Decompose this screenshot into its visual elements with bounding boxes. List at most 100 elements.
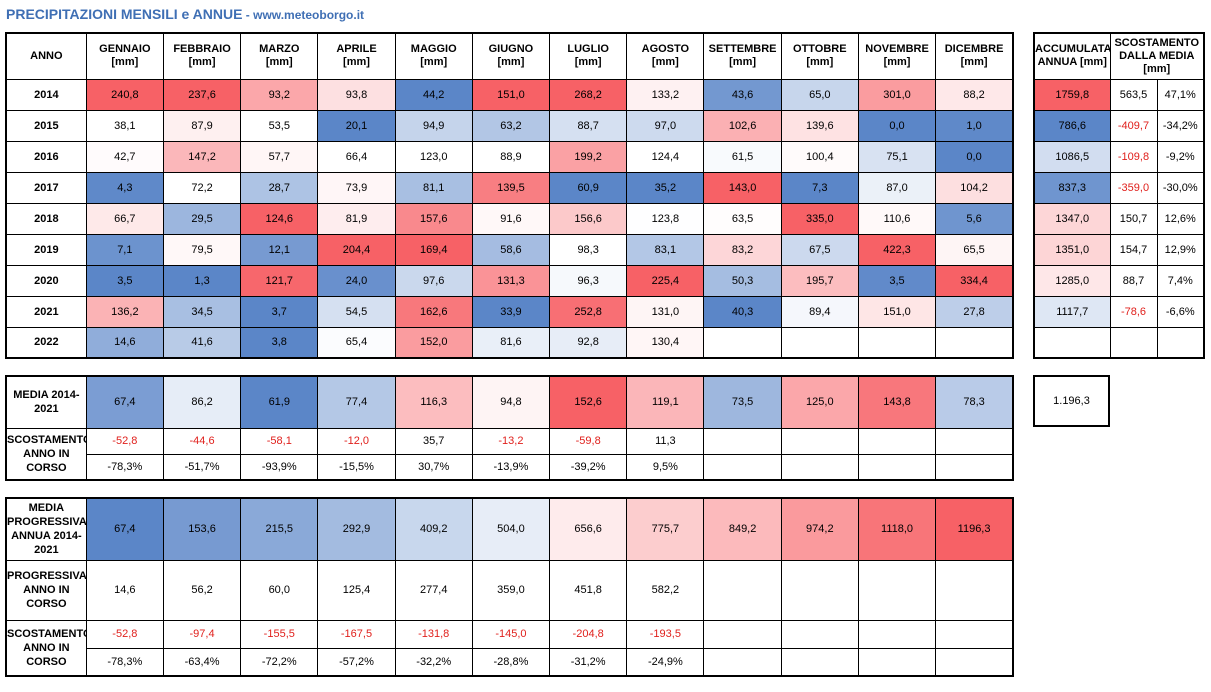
deviation-pct-cell: -24,9% <box>626 647 705 677</box>
table-cell: 130,4 <box>626 326 705 359</box>
table-cell: 104,2 <box>935 171 1014 204</box>
table-cell: 151,0 <box>471 78 551 111</box>
month-name: GENNAIO <box>99 43 151 56</box>
table-cell: 67,5 <box>780 233 859 266</box>
month-unit: [mm] <box>497 56 525 69</box>
progressive-mean-row: MEDIA PROGRESSIVA ANNUA 2014-2021 67,4 153… <box>5 497 1014 561</box>
month-unit: [mm] <box>960 56 988 69</box>
deviation-label: SCOSTAMENTO ANNO IN CORSO <box>5 619 87 677</box>
table-cell: 35,2 <box>626 171 705 204</box>
table-cell: 33,9 <box>471 295 551 328</box>
row-year: 2022 <box>5 326 87 359</box>
deviation-pct-cell: -32,2% <box>394 647 473 677</box>
deviation-cell: -52,8 <box>85 427 164 455</box>
table-cell: 96,3 <box>549 264 628 297</box>
deviation-cell <box>780 427 859 455</box>
table-cell: 83,1 <box>626 233 705 266</box>
table-cell: 93,8 <box>317 78 396 111</box>
progressive-current-cell: 359,0 <box>471 559 551 621</box>
progressive-current-cell: 582,2 <box>626 559 705 621</box>
progressive-mean-cell: 67,4 <box>85 497 164 561</box>
deviation-pct-cell: 47,1% <box>1156 78 1205 111</box>
table-cell: 102,6 <box>703 109 782 142</box>
table-cell: 88,7 <box>549 109 628 142</box>
monthly-precipitation-table: ANNO GENNAIO [mm] FEBBRAIO [mm] MARZO [mm] APRI… <box>5 32 1014 359</box>
table-cell: 88,2 <box>935 78 1014 111</box>
mean-cell: 67,4 <box>85 375 164 429</box>
table-cell: 20,1 <box>317 109 396 142</box>
progressive-mean-cell: 1196,3 <box>935 497 1014 561</box>
month-unit: [mm] <box>265 56 293 69</box>
deviation-pct-cell: -28,8% <box>471 647 551 677</box>
table-row: 2015 38,1 87,9 53,5 20,1 94,9 63,2 88,7 97,0 102,… <box>5 109 1014 142</box>
header-deviation: SCOSTAMENTO DALLA MEDIA [mm] <box>1109 32 1205 80</box>
table-cell: 93,2 <box>240 78 319 111</box>
table-cell: 81,9 <box>317 202 396 235</box>
table-cell: 422,3 <box>857 233 937 266</box>
progressive-mean-cell: 153,6 <box>162 497 242 561</box>
table-cell: 139,5 <box>471 171 551 204</box>
month-unit: [mm] <box>651 56 679 69</box>
table-cell: 41,6 <box>162 326 242 359</box>
table-cell: 139,6 <box>780 109 859 142</box>
deviation-pct-cell: -13,9% <box>471 453 551 481</box>
deviation-pct-row: -78,3% -51,7% -93,9% -15,5% 30,7% -13,9% -39,2… <box>6 453 1014 481</box>
progressive-mean-cell: 849,2 <box>703 497 782 561</box>
site-url: - www.meteoborgo.it <box>242 8 365 22</box>
table-cell: 97,0 <box>626 109 705 142</box>
table-cell <box>780 326 859 359</box>
table-cell: 131,3 <box>471 264 551 297</box>
progressive-current-cell: 277,4 <box>394 559 473 621</box>
progressive-current-row: PROGRESSIVA ANNO IN CORSO 14,6 56,2 60,0 125… <box>5 559 1014 621</box>
accumulated-cell: 1759,8 <box>1033 78 1111 111</box>
table-row: 2020 3,5 1,3 121,7 24,0 97,6 131,3 96,3 225,4 50,… <box>5 264 1014 297</box>
table-cell: 204,4 <box>317 233 396 266</box>
progressive-current-cell <box>780 559 859 621</box>
deviation-cell: -145,0 <box>471 619 551 649</box>
deviation-pct-cell: -34,2% <box>1156 109 1205 142</box>
header-month: GENNAIO [mm] <box>85 32 164 80</box>
deviation-pct-cell: -9,2% <box>1156 140 1205 173</box>
month-name: GIUGNO <box>488 43 534 56</box>
deviation-mm-row: SCOSTAMENTO ANNO IN CORSO -52,8 -97,4 -155,… <box>5 619 1014 677</box>
table-cell: 63,5 <box>703 202 782 235</box>
table-row: 2018 66,7 29,5 124,6 81,9 157,6 91,6 156,6 123,8… <box>5 202 1014 235</box>
progressive-current-cell: 60,0 <box>240 559 319 621</box>
row-year: 2020 <box>5 264 87 297</box>
table-row: 2019 7,1 79,5 12,1 204,4 169,4 58,6 98,3 83,1 83,… <box>5 233 1014 266</box>
table-cell: 3,5 <box>85 264 164 297</box>
deviation-pct-cell: -15,5% <box>317 453 396 481</box>
month-unit: [mm] <box>188 56 216 69</box>
table-row: 1347,0 150,7 12,6% <box>1033 202 1205 235</box>
table-row: 1117,7 -78,6 -6,6% <box>1033 295 1205 328</box>
table-cell: 14,6 <box>85 326 164 359</box>
deviation-pct-cell: 9,5% <box>626 453 705 481</box>
table-cell: 58,6 <box>471 233 551 266</box>
deviation-pct-cell: 7,4% <box>1156 264 1205 297</box>
table-cell: 34,5 <box>162 295 242 328</box>
table-cell: 98,3 <box>549 233 628 266</box>
deviation-pct-cell <box>703 647 782 677</box>
progressive-current-cell <box>703 559 782 621</box>
month-name: SETTEMBRE <box>708 43 777 56</box>
mean-cell: 61,9 <box>240 375 319 429</box>
table-cell: 54,5 <box>317 295 396 328</box>
deviation-mm-cell: 563,5 <box>1109 78 1158 111</box>
table-cell <box>703 326 782 359</box>
progressive-mean-cell: 504,0 <box>471 497 551 561</box>
month-name: AGOSTO <box>641 43 690 56</box>
table-cell: 3,7 <box>240 295 319 328</box>
month-unit: [mm] <box>806 56 834 69</box>
table-cell: 92,8 <box>549 326 628 359</box>
progressive-current-cell: 14,6 <box>85 559 164 621</box>
table-cell: 195,7 <box>780 264 859 297</box>
table-cell: 151,0 <box>857 295 937 328</box>
mean-cell: 125,0 <box>780 375 859 429</box>
table-cell: 131,0 <box>626 295 705 328</box>
table-cell: 157,6 <box>394 202 473 235</box>
accumulated-cell: 786,6 <box>1033 109 1111 142</box>
table-cell: 3,8 <box>240 326 319 359</box>
table-cell: 123,0 <box>394 140 473 173</box>
deviation-pct-row: -78,3% -63,4% -72,2% -57,2% -32,2% -28,8% -31,… <box>6 647 1014 677</box>
header-month: MAGGIO [mm] <box>394 32 473 80</box>
